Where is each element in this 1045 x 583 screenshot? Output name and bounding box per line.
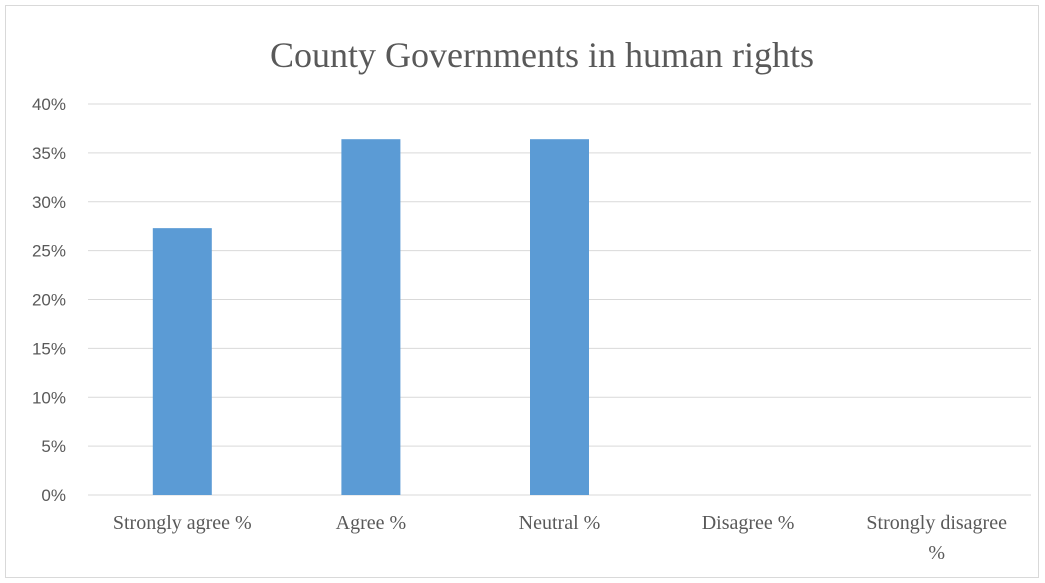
- bar-chart: County Governments in human rights 0% 5% 1…: [32, 35, 1031, 564]
- bar: [530, 139, 589, 495]
- y-tick-label: 20%: [32, 291, 66, 310]
- y-axis-tick-labels: 0% 5% 10% 15% 20% 25% 30% 35% 40%: [32, 95, 66, 505]
- x-tick-label: Agree %: [336, 512, 407, 534]
- bar: [341, 139, 401, 495]
- y-tick-label: 5%: [41, 437, 66, 456]
- chart-frame: County Governments in human rights 0% 5% 1…: [5, 5, 1039, 578]
- chart-title: County Governments in human rights: [270, 35, 814, 75]
- y-tick-label: 25%: [32, 242, 66, 261]
- y-tick-label: 10%: [32, 388, 66, 407]
- x-tick-label: Disagree %: [702, 512, 795, 534]
- bar: [152, 228, 212, 495]
- x-tick-label: Neutral %: [519, 512, 601, 534]
- y-tick-label: 15%: [32, 339, 66, 358]
- bars: [152, 139, 589, 495]
- y-tick-label: 35%: [32, 144, 66, 163]
- y-tick-label: 30%: [32, 193, 66, 212]
- x-tick-label: Strongly disagree%: [866, 512, 1007, 564]
- x-axis-tick-labels: Strongly agree % Agree % Neutral % Disagree…: [113, 512, 1007, 564]
- y-tick-label: 40%: [32, 95, 66, 114]
- y-tick-label: 0%: [41, 486, 66, 505]
- x-tick-label: Strongly agree %: [113, 512, 252, 534]
